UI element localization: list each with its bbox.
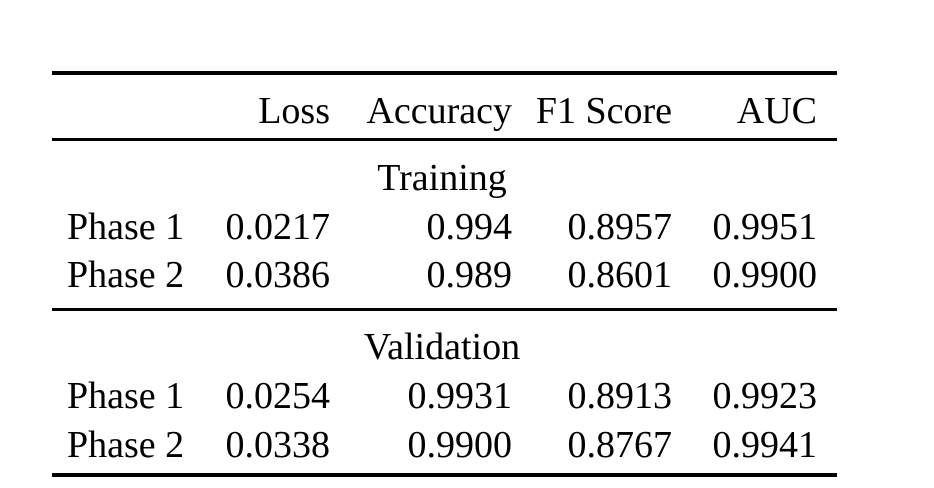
cell-f1-score: 0.8767 — [567, 424, 673, 466]
row-label: Phase 1 — [67, 206, 185, 248]
section-divider-rule — [52, 308, 837, 311]
table-row-validation-phase-1: Phase 1 0.0254 0.9931 0.8913 0.9923 — [52, 374, 837, 418]
row-label: Phase 2 — [67, 254, 185, 296]
cell-accuracy: 0.9931 — [407, 375, 513, 417]
section-label-validation: Validation — [363, 326, 521, 368]
cell-loss: 0.0338 — [225, 424, 331, 466]
cell-auc: 0.9941 — [712, 424, 818, 466]
cell-loss: 0.0254 — [225, 375, 331, 417]
cell-accuracy: 0.989 — [426, 254, 513, 296]
column-header-accuracy: Accuracy — [366, 90, 512, 132]
table-top-rule — [52, 71, 837, 75]
section-label-training: Training — [377, 157, 507, 199]
table-row-training-phase-2: Phase 2 0.0386 0.989 0.8601 0.9900 — [52, 253, 837, 297]
cell-accuracy: 0.9900 — [407, 424, 513, 466]
column-header-empty — [67, 89, 197, 133]
table-row-training-phase-1: Phase 1 0.0217 0.994 0.8957 0.9951 — [52, 205, 837, 249]
column-header-f1-score: F1 Score — [535, 90, 672, 132]
cell-f1-score: 0.8913 — [567, 375, 673, 417]
cell-f1-score: 0.8957 — [567, 206, 673, 248]
column-header-loss: Loss — [258, 90, 330, 132]
cell-auc: 0.9923 — [712, 375, 818, 417]
row-label: Phase 2 — [67, 424, 185, 466]
cell-auc: 0.9951 — [712, 206, 818, 248]
table-bottom-rule — [52, 473, 837, 477]
header-rule — [52, 138, 837, 141]
cell-auc: 0.9900 — [712, 254, 818, 296]
cell-f1-score: 0.8601 — [567, 254, 673, 296]
cell-loss: 0.0217 — [225, 206, 331, 248]
table-header-row: Loss Accuracy F1 Score AUC — [52, 89, 837, 133]
cell-loss: 0.0386 — [225, 254, 331, 296]
column-header-auc: AUC — [736, 90, 817, 132]
row-label: Phase 1 — [67, 375, 185, 417]
cell-accuracy: 0.994 — [426, 206, 513, 248]
table-row-validation-phase-2: Phase 2 0.0338 0.9900 0.8767 0.9941 — [52, 423, 837, 467]
